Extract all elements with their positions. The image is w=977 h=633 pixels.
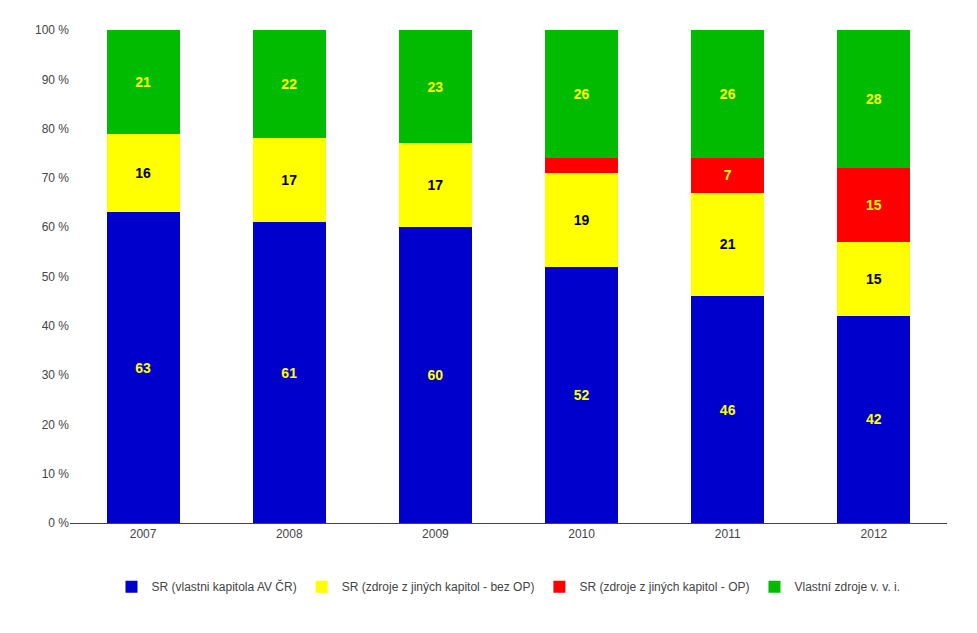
svg-text:63: 63 (135, 360, 151, 376)
svg-text:2011: 2011 (715, 527, 741, 541)
svg-text:2007: 2007 (130, 527, 157, 541)
svg-text:23: 23 (428, 79, 444, 95)
svg-text:2009: 2009 (422, 527, 449, 541)
svg-text:7: 7 (724, 167, 732, 183)
svg-text:60: 60 (428, 367, 444, 383)
svg-text:16: 16 (135, 165, 151, 181)
svg-text:17: 17 (281, 172, 297, 188)
svg-text:52: 52 (574, 387, 590, 403)
svg-text:80 %: 80 % (42, 122, 70, 136)
svg-text:15: 15 (866, 271, 882, 287)
svg-text:2012: 2012 (861, 527, 888, 541)
svg-text:28: 28 (866, 91, 882, 107)
svg-text:20 %: 20 % (42, 418, 70, 432)
svg-text:SR (vlastni kapitola AV ČR): SR (vlastni kapitola AV ČR) (152, 579, 297, 594)
svg-text:40 %: 40 % (42, 319, 70, 333)
svg-text:21: 21 (135, 74, 151, 90)
svg-text:21: 21 (720, 236, 736, 252)
svg-text:2010: 2010 (568, 527, 595, 541)
svg-text:2008: 2008 (276, 527, 303, 541)
svg-text:22: 22 (281, 76, 297, 92)
svg-text:90 %: 90 % (42, 73, 70, 87)
svg-text:17: 17 (428, 177, 444, 193)
svg-text:60 %: 60 % (42, 220, 70, 234)
svg-text:Vlastní zdroje v. v. i.: Vlastní zdroje v. v. i. (794, 580, 900, 594)
svg-text:19: 19 (574, 212, 590, 228)
svg-text:SR (zdroje z jiných kapitol -: SR (zdroje z jiných kapitol - bez OP) (342, 580, 535, 594)
svg-text:30 %: 30 % (42, 368, 70, 382)
svg-text:26: 26 (720, 86, 736, 102)
svg-text:0 %: 0 % (48, 516, 69, 530)
svg-text:42: 42 (866, 411, 882, 427)
svg-text:26: 26 (574, 86, 590, 102)
svg-text:15: 15 (866, 197, 882, 213)
svg-text:46: 46 (720, 402, 736, 418)
svg-text:SR (zdroje z jiných kapitol -: SR (zdroje z jiných kapitol - OP) (579, 580, 749, 594)
svg-text:10 %: 10 % (42, 467, 70, 481)
svg-text:50 %: 50 % (42, 270, 70, 284)
svg-text:100 %: 100 % (35, 23, 69, 37)
svg-text:61: 61 (281, 365, 297, 381)
svg-text:70 %: 70 % (42, 171, 70, 185)
